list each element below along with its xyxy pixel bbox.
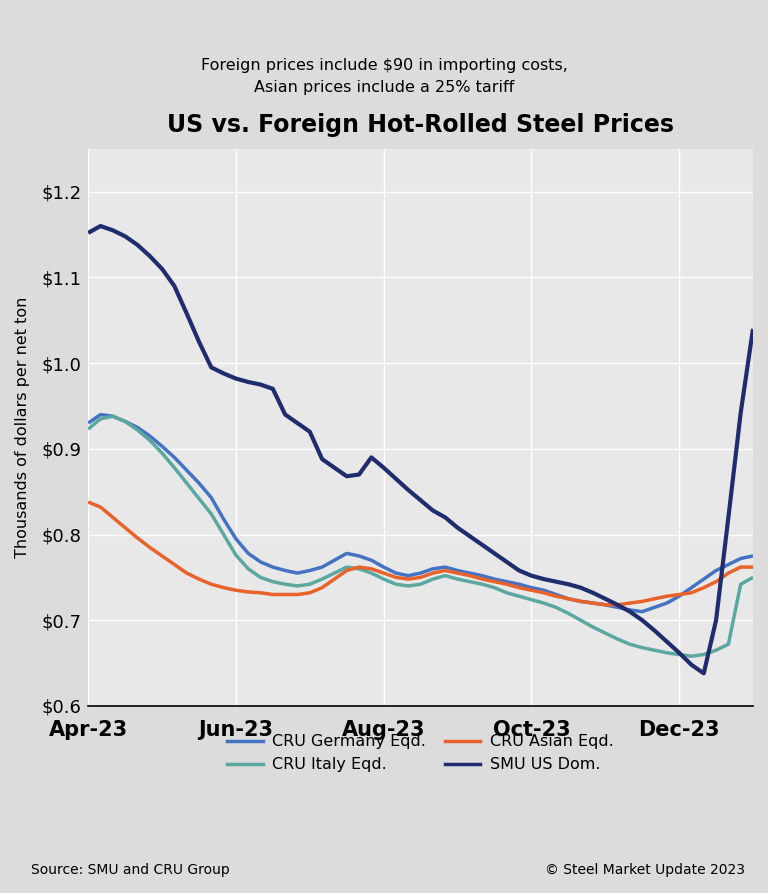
CRU Germany Eqd. [699, 573, 708, 584]
CRU Germany Eqd. [342, 548, 351, 559]
CRU Italy Eqd. [342, 562, 351, 572]
CRU Germany Eqd. [256, 556, 265, 567]
CRU Germany Eqd. [736, 553, 745, 563]
CRU Italy Eqd. [170, 463, 179, 473]
SMU US Dom. [256, 380, 265, 390]
SMU US Dom. [342, 471, 351, 481]
CRU Asian Eqd. [601, 599, 610, 610]
SMU US Dom. [84, 228, 93, 238]
SMU US Dom. [219, 368, 228, 379]
CRU Germany Eqd. [170, 452, 179, 463]
CRU Italy Eqd. [748, 572, 757, 583]
Y-axis label: Thousands of dollars per net ton: Thousands of dollars per net ton [15, 296, 30, 558]
Line: CRU Italy Eqd.: CRU Italy Eqd. [88, 416, 753, 656]
CRU Italy Eqd. [256, 572, 265, 583]
CRU Italy Eqd. [736, 579, 745, 589]
CRU Asian Eqd. [157, 551, 167, 562]
CRU Asian Eqd. [243, 587, 253, 597]
CRU Germany Eqd. [637, 606, 647, 617]
CRU Asian Eqd. [329, 573, 339, 584]
CRU Italy Eqd. [699, 649, 708, 660]
Line: SMU US Dom.: SMU US Dom. [88, 226, 753, 673]
Legend: CRU Germany Eqd., CRU Italy Eqd., CRU Asian Eqd., SMU US Dom.: CRU Germany Eqd., CRU Italy Eqd., CRU As… [221, 728, 620, 779]
CRU Asian Eqd. [84, 497, 93, 507]
CRU Asian Eqd. [207, 579, 216, 589]
Line: CRU Germany Eqd.: CRU Germany Eqd. [88, 414, 753, 612]
CRU Asian Eqd. [736, 562, 745, 572]
SMU US Dom. [170, 280, 179, 291]
SMU US Dom. [736, 407, 745, 418]
Text: © Steel Market Update 2023: © Steel Market Update 2023 [545, 863, 745, 877]
Line: CRU Asian Eqd.: CRU Asian Eqd. [88, 502, 753, 605]
CRU Italy Eqd. [84, 424, 93, 435]
CRU Italy Eqd. [219, 530, 228, 540]
CRU Germany Eqd. [748, 551, 757, 562]
CRU Germany Eqd. [84, 418, 93, 429]
SMU US Dom. [96, 221, 105, 231]
Title: US vs. Foreign Hot-Rolled Steel Prices: US vs. Foreign Hot-Rolled Steel Prices [167, 113, 674, 138]
CRU Italy Eqd. [108, 411, 118, 421]
SMU US Dom. [699, 668, 708, 679]
Text: Foreign prices include $90 in importing costs,
Asian prices include a 25% tariff: Foreign prices include $90 in importing … [200, 58, 568, 96]
CRU Asian Eqd. [687, 588, 696, 598]
SMU US Dom. [748, 323, 757, 334]
CRU Germany Eqd. [96, 409, 105, 420]
SMU US Dom. [687, 659, 696, 670]
Text: Source: SMU and CRU Group: Source: SMU and CRU Group [31, 863, 230, 877]
CRU Germany Eqd. [219, 513, 228, 524]
CRU Asian Eqd. [748, 562, 757, 572]
CRU Italy Eqd. [687, 651, 696, 662]
